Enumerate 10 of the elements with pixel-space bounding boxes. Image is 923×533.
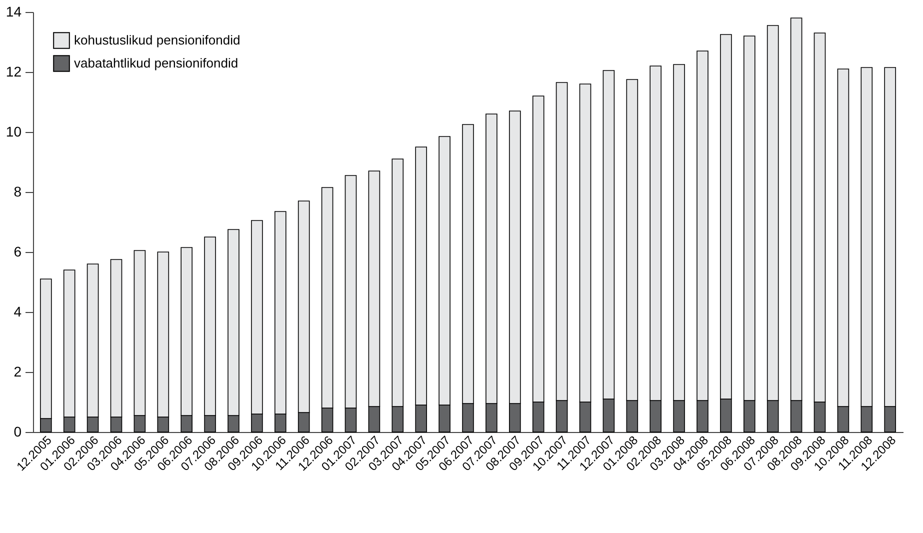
y-tick-label: 10: [6, 124, 22, 140]
y-tick-label: 0: [14, 424, 22, 440]
y-tick-label: 14: [6, 4, 22, 20]
y-tick-label: 12: [6, 64, 22, 80]
y-tick-label: 8: [14, 184, 22, 200]
legend-label: vabatahtlikud pensionifondid: [74, 56, 238, 70]
y-tick-label: 6: [14, 244, 22, 260]
y-tick-label: 2: [14, 364, 22, 380]
y-tick-label: 4: [14, 304, 22, 320]
legend-label: kohustuslikud pensionifondid: [74, 32, 240, 48]
